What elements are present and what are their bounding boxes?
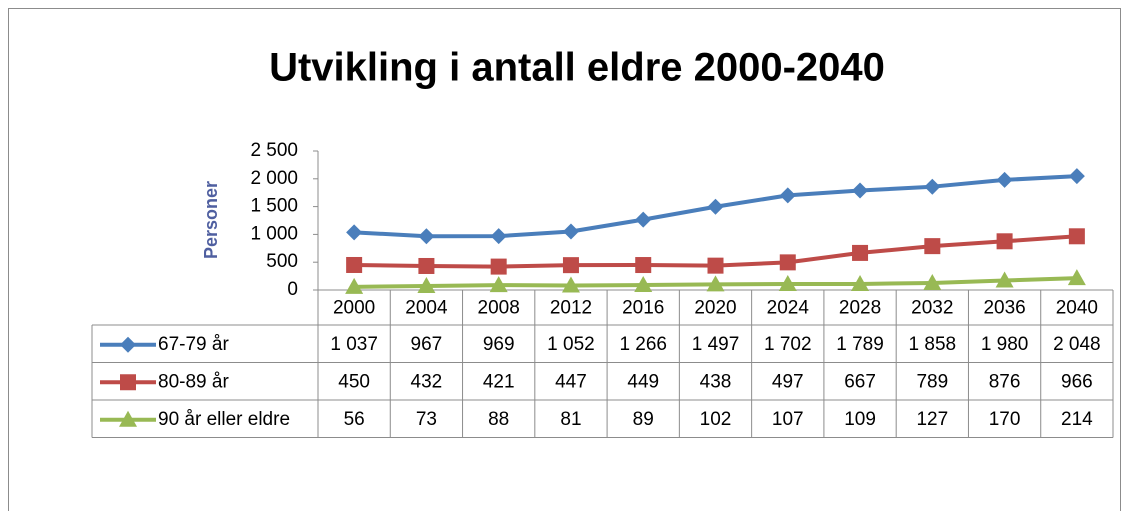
marker (1067, 269, 1086, 286)
table-cell: 449 (627, 371, 659, 392)
table-cell: 127 (916, 409, 948, 430)
table-cell: 966 (1061, 371, 1093, 392)
legend-label: 67-79 år (158, 334, 229, 355)
y-tick-label: 2 000 (250, 168, 298, 189)
marker (996, 233, 1013, 250)
table-cell: 1 702 (764, 334, 812, 355)
x-tick-label: 2028 (839, 298, 881, 319)
marker (561, 276, 580, 293)
table-cell: 1 497 (692, 334, 740, 355)
marker (490, 258, 507, 275)
marker (489, 276, 508, 293)
marker (345, 277, 364, 294)
table-cell: 967 (411, 334, 443, 355)
x-tick-label: 2036 (983, 298, 1025, 319)
legend-label: 80-89 år (158, 371, 229, 392)
legend-label: 90 år eller eldre (158, 409, 290, 430)
legend-marker (120, 374, 136, 391)
x-tick-label: 2024 (767, 298, 810, 319)
marker (707, 257, 724, 274)
x-tick-label: 2012 (550, 298, 592, 319)
table-cell: 421 (483, 371, 515, 392)
table-cell: 1 037 (330, 334, 378, 355)
table-cell: 450 (338, 371, 370, 392)
table-cell: 667 (844, 371, 876, 392)
marker (635, 211, 652, 228)
marker (996, 171, 1013, 188)
marker (924, 178, 941, 195)
table-cell: 1 858 (909, 334, 957, 355)
marker (995, 271, 1014, 288)
table-cell: 1 052 (547, 334, 595, 355)
table-cell: 81 (560, 409, 581, 430)
table-cell: 107 (772, 409, 804, 430)
x-tick-label: 2016 (622, 298, 664, 319)
table-cell: 73 (416, 409, 437, 430)
x-tick-label: 2004 (405, 298, 448, 319)
table-cell: 876 (989, 371, 1021, 392)
table-cell: 89 (633, 409, 654, 430)
table-cell: 109 (844, 409, 876, 430)
marker (562, 257, 579, 274)
chart-title: Utvikling i antall eldre 2000-2040 (269, 46, 885, 90)
marker (706, 275, 725, 292)
y-axis-label: Personer (201, 181, 221, 259)
table-cell: 432 (411, 371, 443, 392)
x-tick-label: 2032 (911, 298, 953, 319)
marker (562, 223, 579, 240)
legend-marker (119, 410, 137, 427)
marker (346, 224, 363, 241)
marker (635, 257, 652, 274)
marker (634, 276, 653, 293)
marker (490, 228, 507, 245)
marker (779, 254, 796, 271)
y-tick-label: 1 000 (250, 223, 298, 244)
marker (852, 244, 869, 261)
marker (418, 228, 435, 245)
y-tick-label: 0 (287, 279, 298, 300)
marker (852, 182, 869, 199)
table-cell: 789 (916, 371, 948, 392)
x-tick-label: 2008 (478, 298, 520, 319)
table-cell: 497 (772, 371, 804, 392)
table-cell: 88 (488, 409, 509, 430)
marker (417, 276, 436, 293)
table-cell: 1 266 (619, 334, 667, 355)
table-cell: 1 789 (836, 334, 884, 355)
table-cell: 2 048 (1053, 334, 1101, 355)
table-cell: 56 (344, 409, 365, 430)
table-cell: 969 (483, 334, 515, 355)
y-tick-label: 2 500 (250, 140, 298, 161)
marker (924, 238, 941, 255)
x-tick-label: 2040 (1056, 298, 1098, 319)
marker (923, 273, 942, 290)
table-cell: 438 (700, 371, 732, 392)
table-cell: 214 (1061, 409, 1093, 430)
marker (707, 198, 724, 215)
marker (1068, 168, 1085, 185)
y-tick-label: 1 500 (250, 196, 298, 217)
table-cell: 170 (989, 409, 1021, 430)
x-tick-label: 2020 (694, 298, 736, 319)
marker (346, 256, 363, 273)
table-cell: 1 980 (981, 334, 1029, 355)
marker (778, 275, 797, 292)
legend-marker (120, 336, 136, 353)
marker (779, 187, 796, 204)
y-tick-label: 500 (266, 251, 298, 272)
marker (418, 257, 435, 274)
marker (1068, 228, 1085, 245)
marker (851, 274, 870, 291)
table-cell: 102 (700, 409, 732, 430)
x-tick-label: 2000 (333, 298, 375, 319)
table-cell: 447 (555, 371, 587, 392)
